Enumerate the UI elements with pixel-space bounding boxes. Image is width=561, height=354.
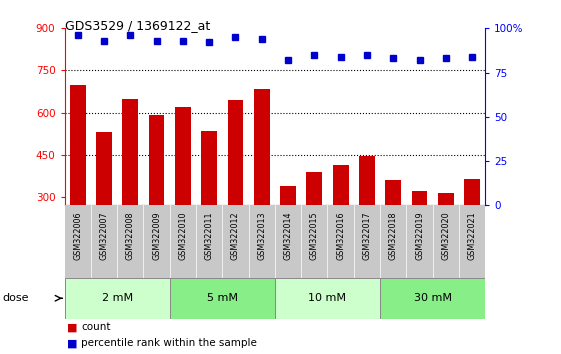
Bar <box>228 100 243 281</box>
Text: 2 mM: 2 mM <box>102 293 132 303</box>
Bar <box>306 172 322 281</box>
Text: GSM322011: GSM322011 <box>205 211 214 259</box>
Text: GDS3529 / 1369122_at: GDS3529 / 1369122_at <box>65 19 210 33</box>
Text: dose: dose <box>3 293 29 303</box>
Bar <box>175 107 191 281</box>
Text: GSM322015: GSM322015 <box>310 211 319 260</box>
Text: GSM322013: GSM322013 <box>257 211 266 259</box>
Text: percentile rank within the sample: percentile rank within the sample <box>81 338 257 348</box>
Bar <box>96 132 112 281</box>
Bar <box>149 115 164 281</box>
Bar <box>65 278 169 319</box>
Bar <box>385 180 401 281</box>
Bar <box>169 278 275 319</box>
Text: GSM322020: GSM322020 <box>442 211 450 260</box>
Text: 10 mM: 10 mM <box>309 293 347 303</box>
Text: GSM322008: GSM322008 <box>126 211 135 259</box>
Text: count: count <box>81 322 111 332</box>
Bar <box>412 191 427 281</box>
Bar <box>380 278 485 319</box>
Bar <box>359 156 375 281</box>
Bar <box>201 131 217 281</box>
Text: GSM322016: GSM322016 <box>336 211 345 259</box>
Text: GSM322017: GSM322017 <box>362 211 371 260</box>
Bar <box>122 98 138 281</box>
Bar <box>464 179 480 281</box>
Text: GSM322014: GSM322014 <box>283 211 292 259</box>
Text: GSM322019: GSM322019 <box>415 211 424 260</box>
Text: ■: ■ <box>67 338 78 348</box>
Bar <box>70 85 85 281</box>
Bar <box>438 193 454 281</box>
Text: GSM322012: GSM322012 <box>231 211 240 260</box>
Text: ■: ■ <box>67 322 78 332</box>
Text: GSM322009: GSM322009 <box>152 211 161 260</box>
Bar <box>280 185 296 281</box>
Text: 30 mM: 30 mM <box>413 293 452 303</box>
Text: GSM322006: GSM322006 <box>73 211 82 259</box>
Bar <box>333 165 348 281</box>
Bar <box>254 89 270 281</box>
Text: GSM322010: GSM322010 <box>178 211 187 259</box>
Bar <box>275 278 380 319</box>
Text: GSM322007: GSM322007 <box>99 211 108 260</box>
Text: 5 mM: 5 mM <box>207 293 238 303</box>
Text: GSM322021: GSM322021 <box>468 211 477 260</box>
Text: GSM322018: GSM322018 <box>389 211 398 259</box>
